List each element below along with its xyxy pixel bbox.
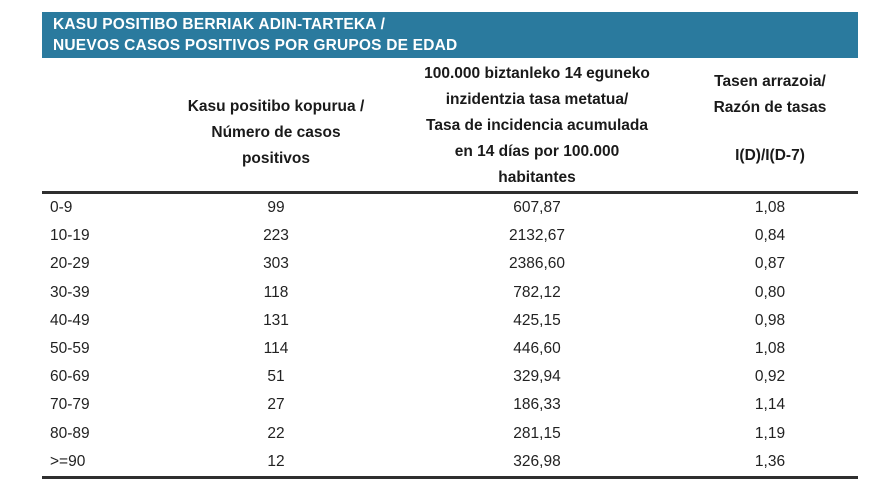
table-row: 10-19 223 2132,67 0,84	[42, 222, 858, 250]
cases-cell: 131	[263, 311, 289, 329]
header-line: inzidentzia tasa metatua/	[445, 91, 629, 108]
incidence-cell: 446,60	[513, 340, 561, 358]
table-row: 60-69 51 329,94 0,92	[42, 363, 858, 391]
header-line: positivos	[241, 150, 311, 167]
header-line: en 14 días por 100.000	[454, 143, 620, 160]
header-line: habitantes	[498, 169, 576, 186]
column-headers: Kasu positibo kopurua / Número de casos …	[42, 58, 858, 194]
header-line: Razón de tasas	[713, 99, 827, 116]
column-header-rate-ratio: Tasen arrazoia/ Razón de tasas I(D)/I(D-…	[682, 58, 858, 191]
header-line: Kasu positibo kopurua /	[187, 98, 365, 115]
cases-cell: 51	[267, 368, 285, 386]
incidence-cell: 281,15	[513, 424, 561, 442]
incidence-cell: 329,94	[513, 368, 561, 386]
table-row: 70-79 27 186,33 1,14	[42, 391, 858, 419]
ratio-cell: 0,87	[754, 255, 786, 273]
ratio-cell: 0,84	[754, 227, 786, 245]
cases-cell: 303	[263, 255, 289, 273]
age-group-cell: 50-59	[50, 340, 90, 358]
ratio-cell: 1,08	[754, 340, 786, 358]
ratio-cell: 1,36	[754, 452, 786, 470]
rate-ratio-formula: I(D)/I(D-7)	[735, 147, 805, 164]
age-group-cell: 70-79	[50, 396, 90, 414]
incidence-cell: 782,12	[513, 283, 561, 301]
cases-cell: 223	[263, 227, 289, 245]
title-line-basque: KASU POSITIBO BERRIAK ADIN-TARTEKA /	[53, 16, 386, 33]
ratio-cell: 1,08	[754, 199, 786, 217]
table-title-bar: KASU POSITIBO BERRIAK ADIN-TARTEKA / NUE…	[42, 12, 858, 58]
table-row: 40-49 131 425,15 0,98	[42, 307, 858, 335]
incidence-cell: 186,33	[513, 396, 561, 414]
incidence-cell: 2386,60	[508, 255, 566, 273]
table-row: 30-39 118 782,12 0,80	[42, 279, 858, 307]
age-group-cell: 20-29	[50, 255, 90, 273]
column-header-age-group	[42, 58, 160, 191]
table-row: >=90 12 326,98 1,36	[42, 448, 858, 476]
incidence-cell: 607,87	[513, 199, 561, 217]
cases-cell: 12	[267, 452, 285, 470]
ratio-cell: 0,80	[754, 283, 786, 301]
age-group-cell: 0-9	[50, 199, 73, 217]
header-line: Número de casos	[211, 124, 341, 141]
age-groups-table: KASU POSITIBO BERRIAK ADIN-TARTEKA / NUE…	[42, 12, 858, 479]
cases-cell: 99	[267, 199, 285, 217]
age-group-cell: 10-19	[50, 227, 90, 245]
column-header-incidence: 100.000 biztanleko 14 eguneko inzidentzi…	[392, 58, 682, 191]
table-row: 0-9 99 607,87 1,08	[42, 194, 858, 222]
ratio-cell: 0,98	[754, 311, 786, 329]
table-row: 80-89 22 281,15 1,19	[42, 420, 858, 448]
table-row: 50-59 114 446,60 1,08	[42, 335, 858, 363]
table-body: 0-9 99 607,87 1,08 10-19 223 2132,67 0,8…	[42, 194, 858, 479]
ratio-cell: 1,14	[754, 396, 786, 414]
cases-cell: 114	[263, 340, 289, 358]
header-line: Tasa de incidencia acumulada	[426, 117, 648, 134]
header-line: 100.000 biztanleko 14 eguneko	[424, 65, 650, 82]
age-group-cell: 60-69	[50, 368, 90, 386]
header-line: Tasen arrazoia/	[714, 73, 826, 90]
ratio-cell: 0,92	[754, 368, 786, 386]
age-group-cell: 80-89	[50, 424, 90, 442]
table-row: 20-29 303 2386,60 0,87	[42, 250, 858, 278]
cases-cell: 27	[267, 396, 285, 414]
age-group-cell: >=90	[50, 452, 86, 470]
ratio-cell: 1,19	[754, 424, 786, 442]
age-group-cell: 40-49	[50, 311, 90, 329]
incidence-cell: 326,98	[513, 452, 561, 470]
cases-cell: 118	[263, 283, 289, 301]
title-line-spanish: NUEVOS CASOS POSITIVOS POR GRUPOS DE EDA…	[53, 37, 458, 54]
cases-cell: 22	[267, 424, 285, 442]
column-header-cases: Kasu positibo kopurua / Número de casos …	[160, 58, 392, 191]
age-group-cell: 30-39	[50, 283, 90, 301]
incidence-cell: 425,15	[513, 311, 561, 329]
incidence-cell: 2132,67	[508, 227, 566, 245]
